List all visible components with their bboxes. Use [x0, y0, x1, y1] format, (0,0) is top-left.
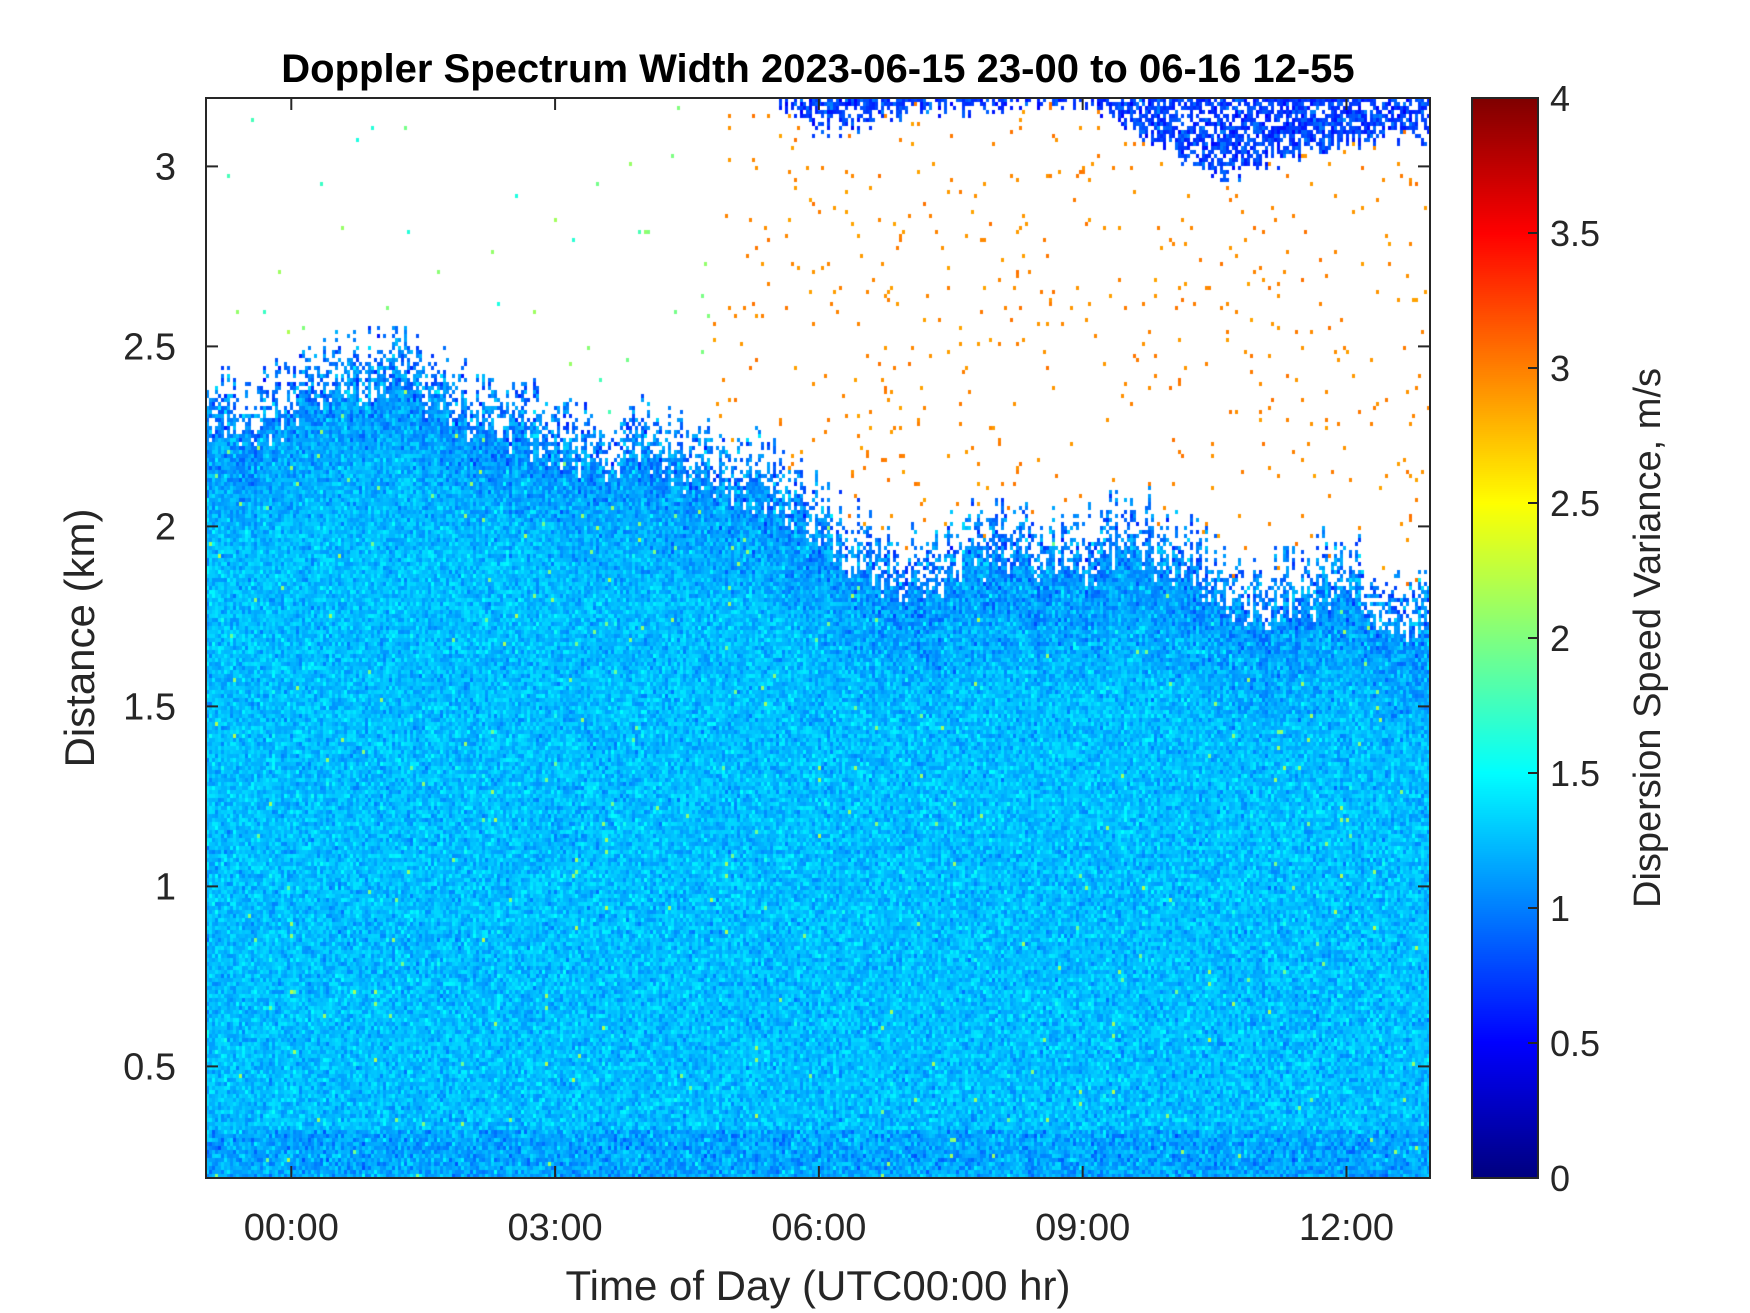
- x-tick-label: 00:00: [244, 1207, 339, 1249]
- colorbar-tick-label: 1: [1550, 888, 1570, 929]
- colorbar-label: Dispersion Speed Variance, m/s: [1627, 368, 1669, 908]
- chart-title: Doppler Spectrum Width 2023-06-15 23-00 …: [281, 47, 1354, 91]
- x-tick-label: 09:00: [1035, 1207, 1130, 1249]
- y-axis-label: Distance (km): [56, 508, 103, 767]
- y-tick-label: 2.5: [123, 326, 176, 368]
- y-axis: 0.5 1 1.5 2 2.5 3: [123, 146, 1430, 1088]
- colorbar-tick-label: 0: [1550, 1158, 1570, 1199]
- x-tick-label: 03:00: [508, 1207, 603, 1249]
- colorbar-tick-label: 3.5: [1550, 213, 1600, 254]
- y-tick-label: 1: [155, 866, 176, 908]
- x-tick-label: 12:00: [1299, 1207, 1394, 1249]
- colorbar-tick-label: 4: [1550, 78, 1570, 119]
- x-tick-label: 06:00: [771, 1207, 866, 1249]
- plot-frame: [205, 97, 1431, 1179]
- colorbar-tick-label: 3: [1550, 348, 1570, 389]
- y-tick-label: 0.5: [123, 1046, 176, 1088]
- colorbar-tick-label: 1.5: [1550, 753, 1600, 794]
- y-tick-label: 3: [155, 146, 176, 188]
- y-tick-label: 2: [155, 506, 176, 548]
- colorbar-tick-label: 2: [1550, 618, 1570, 659]
- colorbar-gradient: [1472, 98, 1538, 1178]
- colorbar-tick-label: 2.5: [1550, 483, 1600, 524]
- x-axis-label: Time of Day (UTC00:00 hr): [566, 1262, 1071, 1309]
- colorbar-tick-label: 0.5: [1550, 1023, 1600, 1064]
- y-tick-label: 1.5: [123, 686, 176, 728]
- x-axis: 00:00 03:00 06:00 09:00 12:00: [244, 98, 1394, 1249]
- colorbar-axis: 0 0.5 1 1.5 2 2.5 3 3.5 4: [1528, 78, 1600, 1199]
- heatmap-image: [206, 98, 1430, 1178]
